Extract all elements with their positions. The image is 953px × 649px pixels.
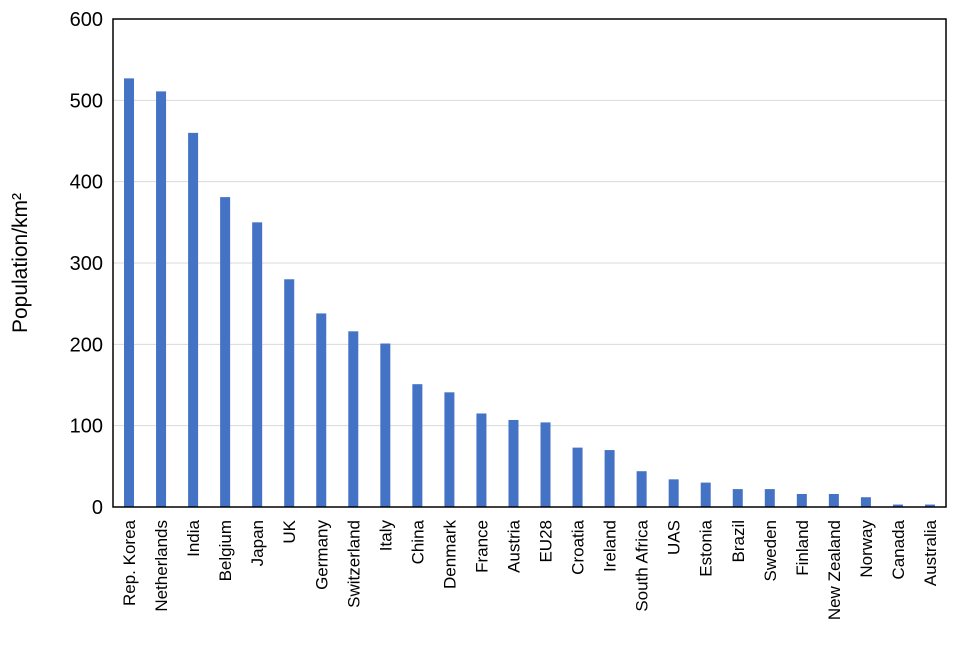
bar	[188, 132, 199, 507]
bar	[252, 222, 263, 508]
x-tick-label: Rep. Korea	[120, 519, 139, 606]
x-tick-label: UK	[280, 519, 299, 543]
bar	[412, 384, 423, 507]
bar	[156, 91, 167, 508]
bar	[284, 279, 295, 507]
x-tick-label: Japan	[248, 520, 267, 566]
x-tick-label: Netherlands	[152, 520, 171, 612]
bar	[828, 493, 839, 507]
x-tick-label: South Africa	[633, 519, 652, 611]
y-tick-label: 300	[70, 253, 103, 275]
bars	[124, 78, 935, 508]
x-tick-label: Estonia	[697, 519, 716, 576]
gridlines	[113, 99, 946, 427]
x-tick-label: Croatia	[569, 519, 588, 574]
y-tick-label: 500	[70, 90, 103, 112]
x-tick-label: New Zealand	[825, 520, 844, 620]
x-tick-label: Australia	[921, 519, 940, 586]
bar	[604, 450, 615, 507]
y-tick-label: 400	[70, 172, 103, 194]
x-tick-label: Denmark	[440, 520, 459, 589]
x-tick-label: EU28	[537, 520, 556, 563]
bar	[316, 313, 327, 507]
x-tick-label: Finland	[793, 520, 812, 576]
y-axis-title: Population/km²	[9, 193, 32, 333]
bar	[540, 422, 551, 507]
bar	[764, 489, 775, 507]
bar	[700, 482, 711, 507]
x-tick-labels: Rep. Korea Netherlands India Belgium Japan UK…	[120, 519, 940, 620]
bar	[444, 392, 455, 507]
bar	[924, 504, 935, 507]
y-tick-labels: 0 100 200 300 400 500 600	[70, 9, 103, 519]
y-tick-label: 600	[70, 9, 103, 31]
x-tick-label: Switzerland	[344, 520, 363, 608]
x-tick-label: Germany	[312, 520, 331, 590]
bar	[860, 497, 871, 507]
x-tick-label: Canada	[889, 519, 908, 579]
x-tick-label: Italy	[376, 520, 395, 552]
x-tick-label: Brazil	[729, 520, 748, 563]
bar	[572, 447, 583, 507]
x-tick-label: Belgium	[216, 520, 235, 581]
bar	[380, 343, 391, 507]
bar	[668, 479, 679, 507]
y-tick-label: 0	[92, 497, 103, 519]
x-tick-label: Ireland	[601, 520, 620, 572]
bar	[892, 504, 903, 507]
y-tick-label: 200	[70, 334, 103, 356]
bar	[220, 197, 231, 507]
x-tick-label: France	[472, 520, 491, 573]
bar	[636, 471, 647, 507]
x-tick-label: Austria	[504, 519, 523, 572]
bar	[508, 419, 519, 507]
bar	[124, 78, 135, 507]
bar	[348, 331, 359, 507]
x-tick-label: UAS	[665, 520, 684, 555]
x-tick-label: India	[184, 519, 203, 556]
bar	[732, 489, 743, 507]
x-tick-label: China	[408, 519, 427, 564]
x-tick-label: Sweden	[761, 520, 780, 581]
bar	[476, 413, 487, 507]
bar	[796, 493, 807, 507]
y-tick-label: 100	[70, 416, 103, 438]
plot-frame	[112, 18, 947, 508]
x-tick-label: Norway	[857, 520, 876, 578]
